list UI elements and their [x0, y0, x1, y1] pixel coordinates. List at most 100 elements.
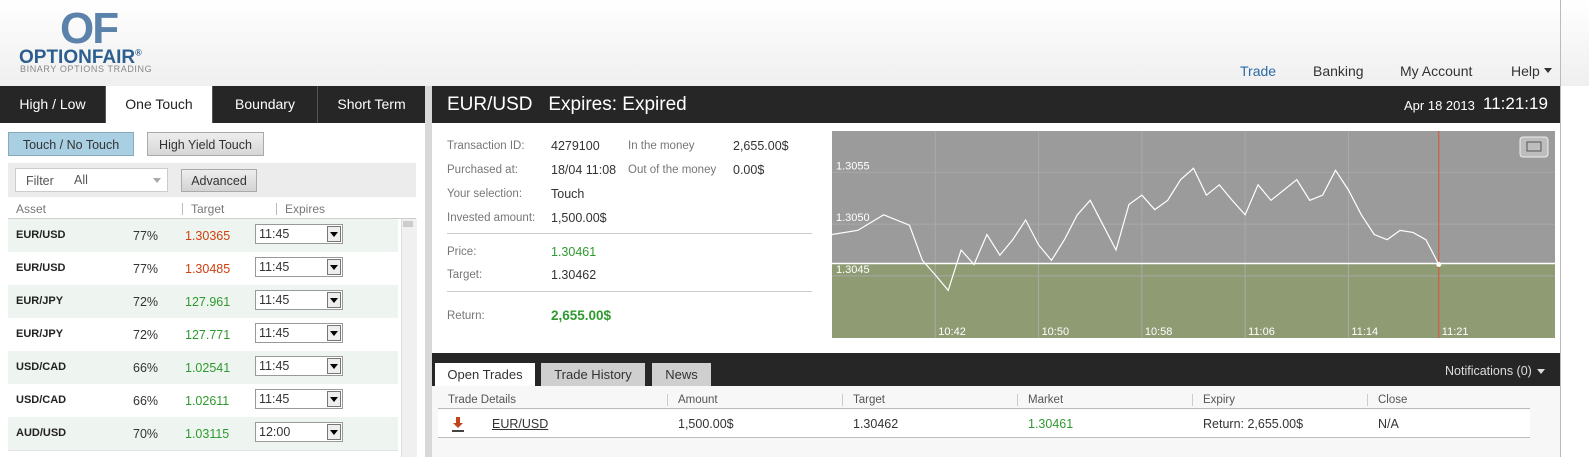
asset: AUD/USD — [16, 427, 67, 439]
select-button[interactable] — [327, 358, 341, 374]
expiry-select[interactable]: 11:45 — [255, 224, 343, 244]
expiry: 11:45 — [259, 359, 290, 373]
detail-value: 2,655.00$ — [733, 139, 789, 153]
tab[interactable]: Trade History — [541, 363, 645, 386]
expiry-select[interactable]: 11:45 — [255, 323, 343, 343]
panel-divider — [425, 86, 432, 457]
expiry-select[interactable]: 12:00 — [255, 422, 343, 442]
expiry-select[interactable]: 11:45 — [255, 257, 343, 277]
asset: USD/CAD — [16, 361, 67, 373]
advanced-button[interactable]: Advanced — [181, 169, 257, 192]
asset-row[interactable]: USD/CAD 66% 1.02541 11:45 — [8, 351, 398, 385]
asset-title: EUR/USD Expires: Expired — [447, 94, 687, 116]
tab-active[interactable]: Open Trades — [435, 363, 535, 386]
right-header — [432, 86, 1560, 123]
trade-cell: Return: 2,655.00$ — [1203, 417, 1304, 431]
dropdown-arrow — [153, 178, 161, 183]
dropdown-arrow — [330, 232, 338, 237]
expiry-select[interactable]: 11:45 — [255, 356, 343, 376]
select-button[interactable] — [327, 226, 341, 242]
trade-cell: N/A — [1378, 417, 1399, 431]
asset-row[interactable]: EUR/JPY 72% 127.961 11:45 — [8, 285, 398, 319]
target: 1.02541 — [185, 361, 231, 375]
x-tick-label: 10:50 — [1042, 326, 1070, 338]
column-header: Amount — [678, 394, 718, 406]
tab-active[interactable]: One Touch — [106, 86, 213, 123]
nav-link[interactable]: Banking — [1313, 63, 1364, 79]
tab[interactable]: Boundary — [213, 86, 318, 123]
nav-link[interactable]: Trade — [1240, 63, 1277, 79]
column-header: Trade Details — [448, 394, 516, 406]
nav-link[interactable]: My Account — [1400, 63, 1473, 79]
brand: OPTIONFAIR — [19, 47, 136, 68]
dropdown-arrow — [330, 397, 338, 402]
asset-row[interactable]: AUD/USD 70% 1.03115 12:00 — [8, 417, 398, 451]
nav-link[interactable]: Help — [1511, 63, 1540, 79]
scroll-thumb-up[interactable] — [403, 221, 413, 227]
select-button[interactable] — [327, 424, 341, 440]
asset-row[interactable]: USD/CAD 66% 1.02611 11:45 — [8, 384, 398, 418]
expiry-select[interactable]: 11:45 — [255, 389, 343, 409]
filter-label: Filter — [26, 174, 54, 188]
subtab-active[interactable]: Touch / No Touch — [8, 132, 134, 156]
rule — [447, 291, 812, 292]
window-edge — [1560, 0, 1561, 457]
tab[interactable]: High / Low — [0, 86, 106, 123]
asset: USD/CAD — [16, 394, 67, 406]
tab[interactable]: News — [652, 363, 711, 386]
select-button[interactable] — [327, 325, 341, 341]
trade-cell[interactable]: EUR/USD — [492, 417, 549, 431]
detail-label: Purchased at: — [447, 164, 518, 176]
column-divider — [667, 394, 668, 406]
return: 2,655.00$ — [551, 308, 612, 323]
expires-value: Expired — [622, 94, 687, 115]
detail-label: In the money — [628, 140, 695, 152]
select-button[interactable] — [327, 292, 341, 308]
detail-label: Target: — [447, 269, 483, 281]
column-header: Target — [853, 394, 885, 406]
tab[interactable]: Short Term — [337, 96, 406, 112]
header-bar — [0, 0, 1589, 86]
detail-label: Out of the money — [628, 164, 717, 176]
dropdown-arrow — [1537, 369, 1545, 374]
dropdown-arrow — [330, 331, 338, 336]
filter-value: All — [74, 173, 88, 187]
select-button[interactable] — [327, 391, 341, 407]
expiry-select[interactable]: 11:45 — [255, 290, 343, 310]
asset-row[interactable]: EUR/JPY 72% 127.771 11:45 — [8, 318, 398, 352]
scrollbar[interactable] — [401, 219, 417, 457]
filter-select[interactable] — [15, 168, 168, 192]
detail-label: Your selection: — [447, 188, 523, 200]
asset-row[interactable]: EUR/USD 77% 1.30365 11:45 — [8, 219, 398, 253]
target: 1.30485 — [185, 262, 231, 276]
asset-row[interactable]: EUR/USD 77% 1.30485 11:45 — [8, 252, 398, 286]
select-button[interactable] — [327, 259, 341, 275]
chart-toggle[interactable] — [1519, 136, 1549, 158]
detail-value: Touch — [551, 187, 585, 201]
dropdown-arrow — [330, 265, 338, 270]
column-divider — [182, 203, 183, 215]
column-divider — [1017, 394, 1018, 406]
direction-icon — [452, 430, 464, 432]
y-tick-label: 1.3050 — [836, 212, 870, 224]
column-header: Market — [1028, 394, 1064, 406]
asset-list: EUR/USD 77% 1.30365 11:45 EUR/USD 77% 1.30485 1… — [0, 219, 425, 457]
x-tick-label: 10:58 — [1145, 326, 1173, 338]
price: 1.30461 — [551, 245, 597, 259]
notifications[interactable]: Notifications (0) — [1445, 364, 1532, 378]
expiry: 11:45 — [259, 227, 290, 241]
direction-icon — [453, 423, 463, 428]
x-tick-label: 10:42 — [938, 326, 966, 338]
date: Apr 18 2013 — [1404, 98, 1475, 113]
expiry: 11:45 — [259, 392, 290, 406]
target: 1.02611 — [185, 394, 230, 408]
trade-row — [438, 410, 1530, 438]
trade-cell: 1.30461 — [1028, 417, 1074, 431]
target: 1.30365 — [185, 229, 231, 243]
payout: 72% — [133, 295, 159, 309]
x-tick-label: 11:21 — [1442, 326, 1469, 338]
detail-value: 0.00$ — [733, 163, 765, 177]
payout: 77% — [133, 262, 159, 276]
subtab[interactable]: High Yield Touch — [147, 132, 264, 156]
